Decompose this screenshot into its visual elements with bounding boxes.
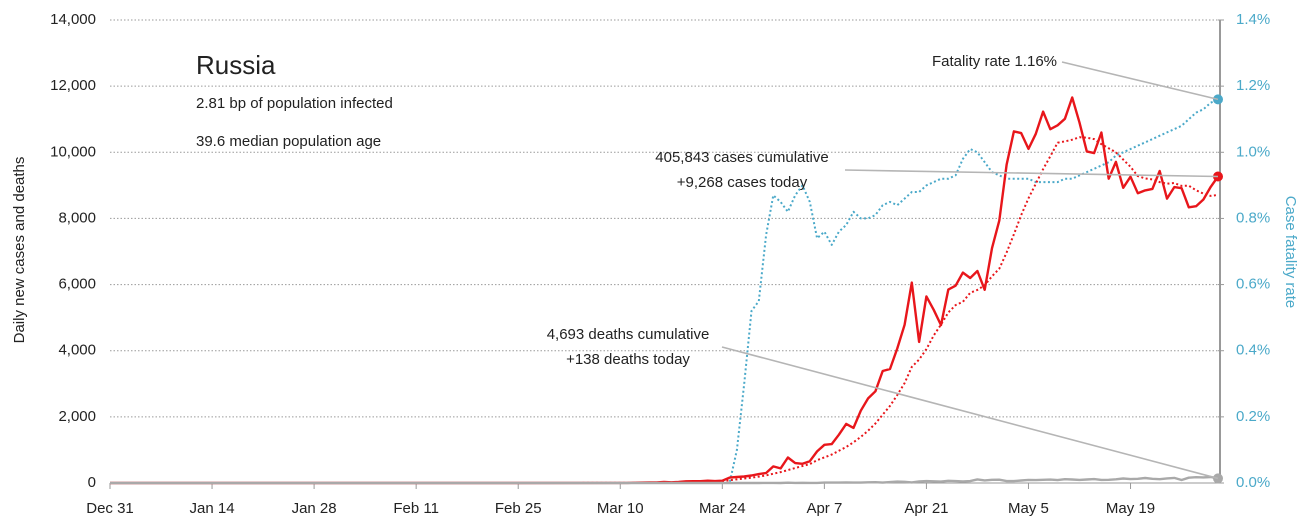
x-tick-label: Mar 24 — [699, 500, 746, 517]
annotation: 4,693 deaths cumulative — [547, 326, 710, 343]
x-tick-label: Apr 7 — [806, 500, 842, 517]
series-line — [110, 96, 1219, 485]
leader-line — [844, 169, 1219, 178]
annotation: +9,268 cases today — [677, 174, 808, 191]
chart-title: Russia — [196, 50, 276, 80]
annotation: +138 deaths today — [566, 351, 690, 368]
leader-line — [721, 346, 1219, 480]
x-tick-label: Apr 21 — [904, 500, 948, 517]
y2-tick-label: 1.2% — [1236, 77, 1270, 94]
y-tick-label: 6,000 — [58, 276, 96, 293]
y2-tick-label: 0.6% — [1236, 276, 1270, 293]
series-line — [110, 475, 1219, 485]
y-tick-label: 0 — [88, 474, 96, 491]
y2-axis-label: Case fatality rate — [1282, 196, 1299, 309]
y-tick-label: 2,000 — [58, 408, 96, 425]
annotation: 405,843 cases cumulative — [655, 149, 828, 166]
y2-tick-label: 0.8% — [1236, 209, 1270, 226]
subtitle: 39.6 median population age — [196, 133, 381, 150]
y2-tick-label: 1.0% — [1236, 143, 1270, 160]
x-tick-label: May 5 — [1008, 500, 1049, 517]
series-line — [110, 98, 1219, 484]
y-tick-label: 8,000 — [58, 209, 96, 226]
y2-tick-label: 1.4% — [1236, 11, 1270, 28]
x-tick-label: Jan 28 — [292, 500, 337, 517]
x-tick-label: Mar 10 — [597, 500, 644, 517]
x-tick-label: Feb 11 — [393, 500, 439, 517]
leader-line — [1061, 61, 1219, 101]
x-tick-label: May 19 — [1106, 500, 1155, 517]
series-line — [110, 136, 1219, 484]
y2-tick-label: 0.4% — [1236, 342, 1270, 359]
y2-tick-label: 0.0% — [1236, 474, 1270, 491]
x-tick-label: Jan 14 — [190, 500, 235, 517]
y-tick-label: 10,000 — [50, 143, 96, 160]
annotation: Fatality rate 1.16% — [932, 53, 1057, 70]
y-tick-label: 4,000 — [58, 342, 96, 359]
y2-tick-label: 0.2% — [1236, 408, 1270, 425]
subtitle: 2.81 bp of population infected — [196, 95, 393, 112]
x-tick-label: Feb 25 — [495, 500, 542, 517]
y-tick-label: 12,000 — [50, 77, 96, 94]
y-tick-label: 14,000 — [50, 11, 96, 28]
x-tick-label: Dec 31 — [86, 500, 134, 517]
y-axis-label: Daily new cases and deaths — [11, 157, 28, 344]
